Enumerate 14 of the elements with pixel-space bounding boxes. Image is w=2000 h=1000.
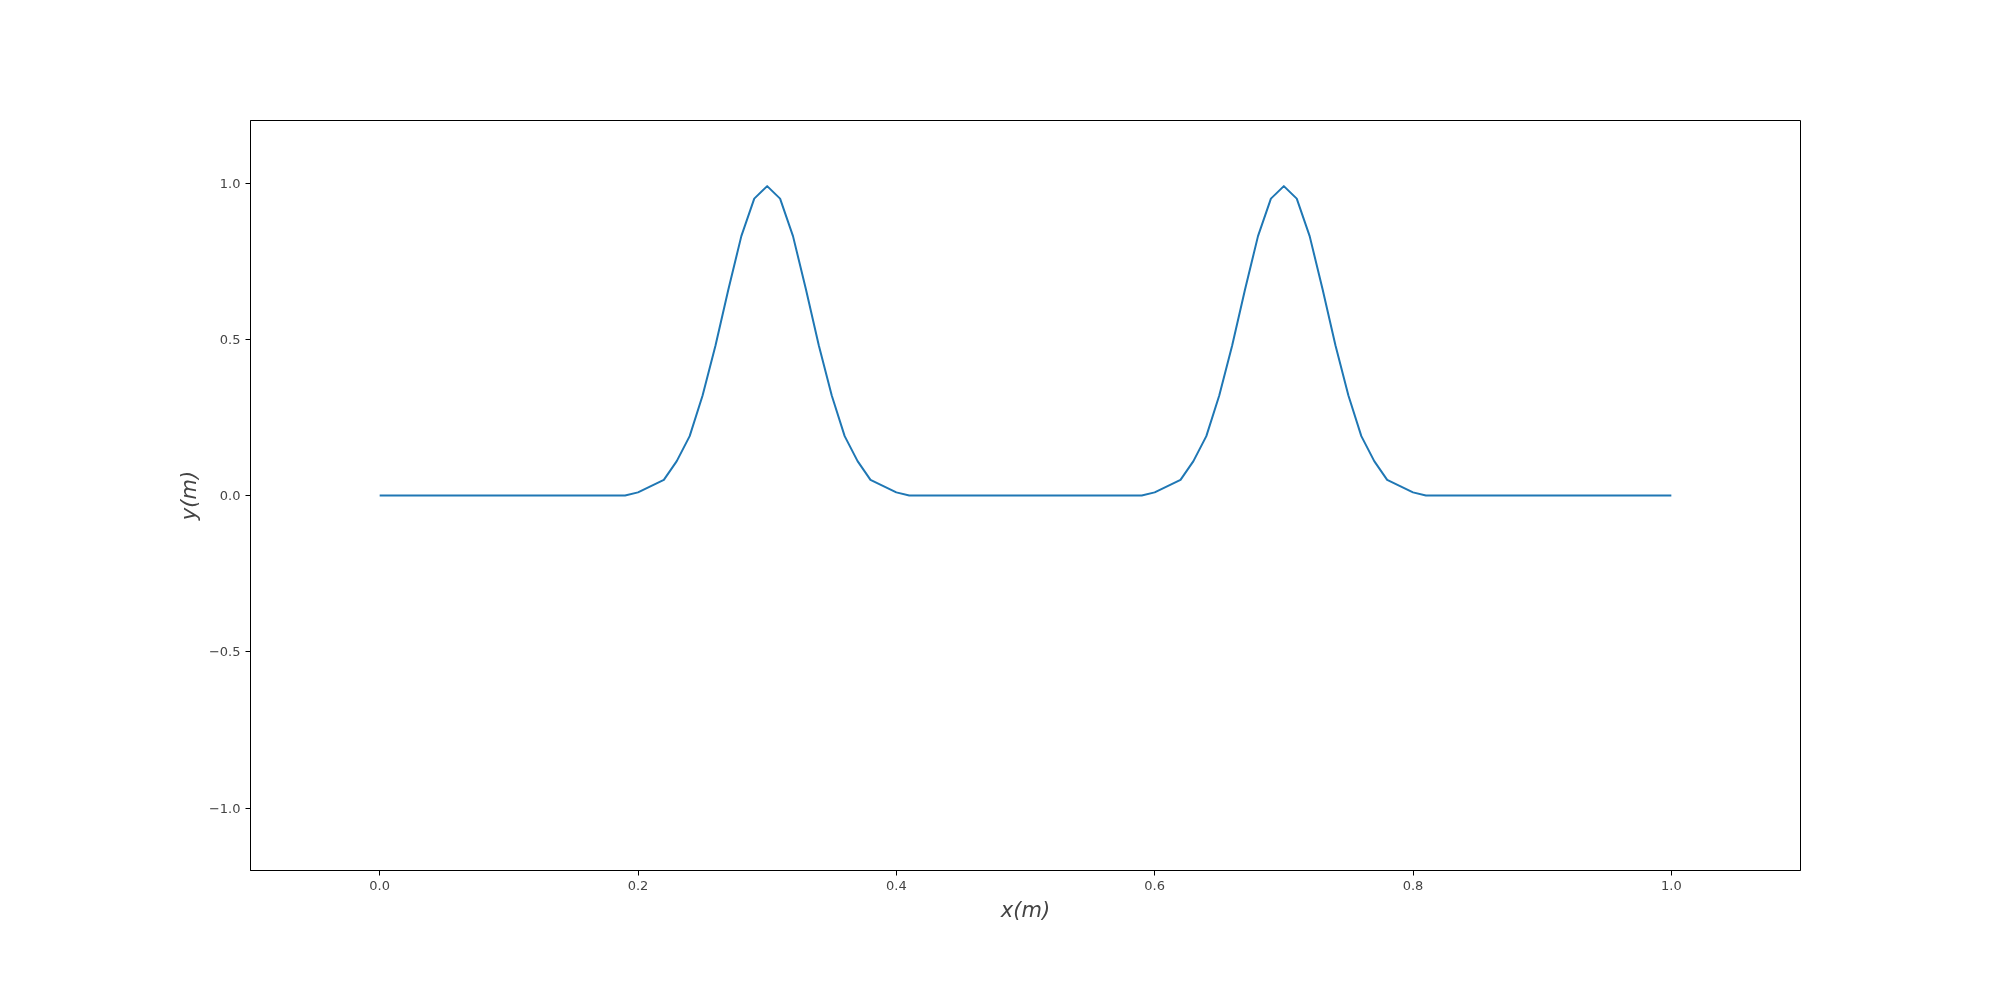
x-tick-label: 0.6 xyxy=(1144,877,1166,893)
y-axis-title: y(m) xyxy=(176,470,201,522)
x-tick-label: 0.0 xyxy=(369,877,391,893)
y-tick-label: −0.5 xyxy=(208,644,241,660)
x-tick-label: 0.8 xyxy=(1402,877,1424,893)
x-tick-label: 0.2 xyxy=(627,877,649,893)
x-tick-label: 1.0 xyxy=(1661,877,1682,893)
y-tick-label: −1.0 xyxy=(208,800,241,816)
y-tick-label: 0.5 xyxy=(219,331,241,347)
y-tick-label: 1.0 xyxy=(219,175,241,191)
x-tick-label: 0.4 xyxy=(886,877,907,893)
x-axis-title: x(m) xyxy=(999,897,1051,922)
line-series xyxy=(378,185,1673,497)
y-tick-label: 0.0 xyxy=(219,488,241,503)
